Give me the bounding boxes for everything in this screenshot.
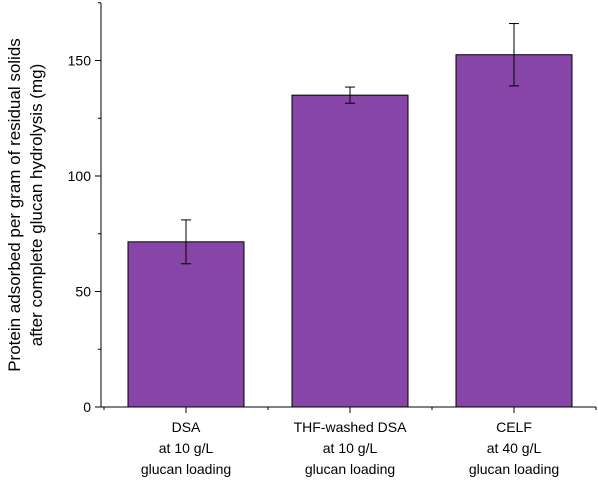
y-tick-label: 150 — [68, 53, 92, 69]
y-tick-label: 100 — [68, 168, 92, 184]
y-axis-title-line: Protein adsorbed per gram of residual so… — [5, 38, 24, 372]
y-tick-label: 0 — [83, 399, 91, 415]
x-axis — [101, 406, 597, 413]
category-labels: DSA at 10 g/L glucan loading THF-washed DSA… — [141, 419, 559, 477]
bar — [291, 94, 409, 408]
x-tick-label: glucan loading — [141, 461, 231, 477]
x-tick-label: glucan loading — [305, 461, 395, 477]
x-tick-label: DSA — [172, 419, 201, 435]
bar — [127, 241, 245, 408]
y-tick-label: 50 — [75, 284, 91, 300]
x-tick-label: CELF — [496, 419, 532, 435]
x-tick-label: THF-washed DSA — [294, 419, 407, 435]
bars — [127, 23, 573, 408]
x-tick-label: at 10 g/L — [323, 440, 378, 456]
x-tick-label: at 10 g/L — [159, 440, 214, 456]
x-tick-label: at 40 g/L — [487, 440, 542, 456]
y-axis-title: Protein adsorbed per gram of residual so… — [5, 38, 46, 372]
y-axis: 0 50 100 150 — [68, 2, 102, 415]
x-tick-label: glucan loading — [469, 461, 559, 477]
y-axis-title-line: after complete glucan hydrolysis (mg) — [27, 64, 46, 347]
bar — [455, 54, 573, 408]
